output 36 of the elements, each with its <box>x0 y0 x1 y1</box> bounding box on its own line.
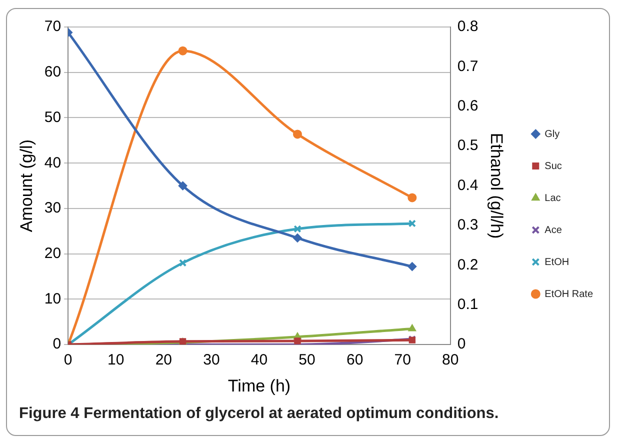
x-tick-label: 50 <box>298 352 316 369</box>
x-tick-label: 70 <box>394 352 411 369</box>
x-axis-title: Time (h) <box>228 376 291 396</box>
y2-tick-label: 0.8 <box>457 18 478 36</box>
legend-label: EtOH Rate <box>544 288 594 300</box>
y-tick-label: 30 <box>44 200 62 217</box>
x-tick-label: 30 <box>203 352 220 369</box>
y2-tick-label: 0.1 <box>457 296 478 314</box>
x-tick-label: 10 <box>108 352 124 369</box>
legend-label: EtOH <box>544 256 570 268</box>
x-tick-label: 40 <box>250 352 268 369</box>
x-tick-label: 20 <box>155 352 172 369</box>
y2-tick-label: 0.5 <box>457 137 478 154</box>
y-tick-label: 10 <box>44 290 62 308</box>
x-tick-label: 0 <box>64 352 72 369</box>
y-tick-label: 70 <box>44 18 62 36</box>
y2-axis-title: Ethanol (g/l/h) <box>486 132 506 239</box>
y2-tick-label: 0.4 <box>457 176 478 194</box>
y2-tick-label: 0.2 <box>457 256 478 274</box>
y-axis-title: Amount (g/l) <box>16 140 36 232</box>
legend-label: Lac <box>544 192 561 204</box>
y2-tick-label: 0.7 <box>457 58 478 75</box>
caption: Figure 4 Fermentation of glycerol at aerated optimum conditions. <box>19 405 499 423</box>
y2-tick-label: 0 <box>457 336 466 353</box>
y-tick-label: 40 <box>44 154 62 172</box>
legend-label: Suc <box>544 160 562 172</box>
y2-tick-label: 0.3 <box>457 216 478 234</box>
y2-tick-label: 0.6 <box>457 98 478 115</box>
legend-label: Gly <box>544 128 560 140</box>
x-tick-label: 60 <box>346 352 364 369</box>
y-tick-label: 20 <box>44 245 62 262</box>
x-tick-label: 80 <box>442 352 459 369</box>
y-tick-label: 0 <box>52 336 62 353</box>
legend-label: Ace <box>544 224 562 236</box>
y-tick-label: 60 <box>44 64 62 81</box>
y-tick-label: 50 <box>44 108 62 126</box>
